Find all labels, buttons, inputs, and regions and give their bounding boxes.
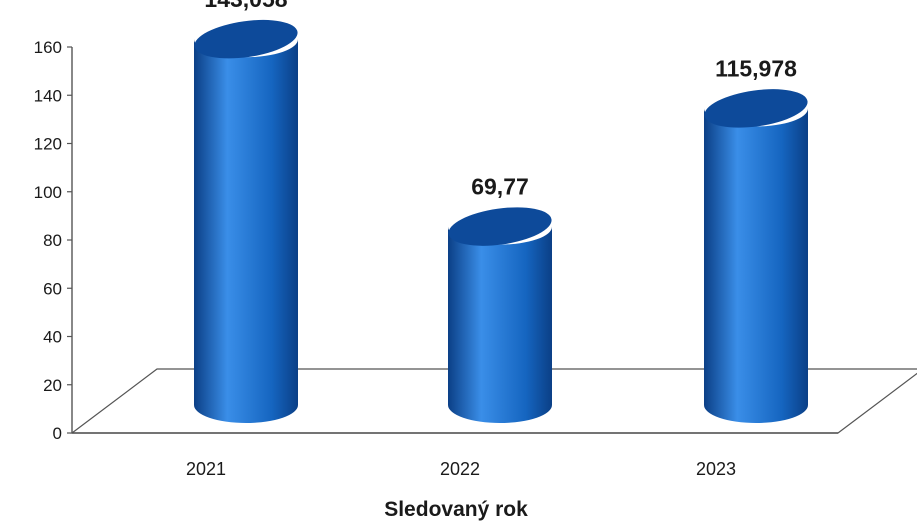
data-label: 143,058 [204, 0, 287, 12]
x-axis-title: Sledovaný rok [384, 498, 528, 521]
bar-2022 [448, 207, 552, 423]
bar-2023 [704, 89, 808, 424]
y-tick-label: 160 [34, 38, 62, 57]
y-tick-label: 140 [34, 86, 62, 105]
data-label: 69,77 [471, 174, 529, 200]
bar-2021 [194, 19, 298, 424]
y-tick-label: 60 [43, 279, 62, 298]
bar-body [448, 226, 552, 423]
bar-body [194, 39, 298, 424]
y-tick-label: 100 [34, 183, 62, 202]
bar-top [448, 207, 552, 246]
x-tick-label: 2022 [440, 459, 480, 479]
x-tick-label: 2023 [696, 459, 736, 479]
y-tick-label: 80 [43, 231, 62, 250]
y-tick-label: 20 [43, 376, 62, 395]
bar-top [194, 19, 298, 59]
y-tick-label: 120 [34, 135, 62, 154]
y-tick-label: 40 [43, 328, 62, 347]
y-tick-label: 0 [53, 424, 62, 443]
bar-body [704, 108, 808, 424]
x-tick-label: 2021 [186, 459, 226, 479]
bar-top [704, 89, 808, 128]
data-label: 115,978 [715, 55, 797, 81]
